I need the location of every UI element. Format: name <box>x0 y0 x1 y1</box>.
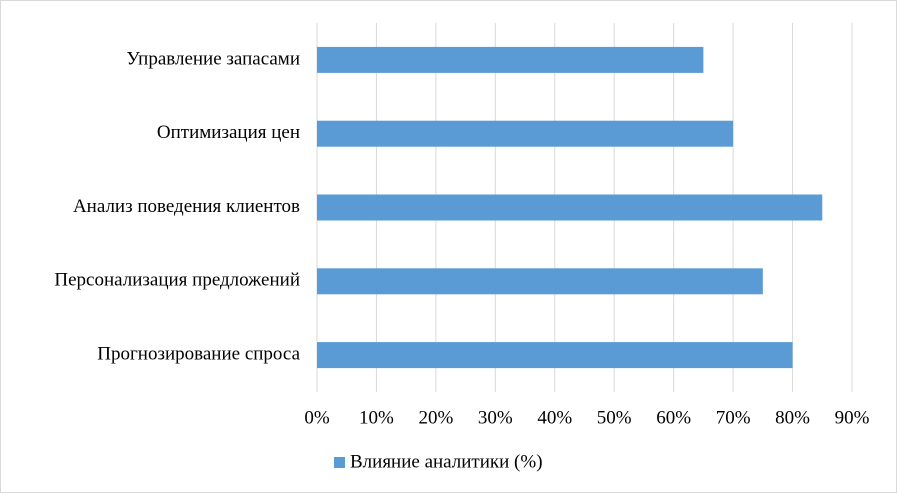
x-tick-label: 20% <box>418 407 453 428</box>
y-tick-label: Прогнозирование спроса <box>97 343 300 364</box>
x-tick-label: 70% <box>716 407 751 428</box>
legend-swatch <box>334 457 345 468</box>
y-tick-label: Персонализация предложений <box>54 270 300 291</box>
x-tick-label: 40% <box>537 407 572 428</box>
x-tick-label: 10% <box>359 407 394 428</box>
x-tick-label: 60% <box>656 407 691 428</box>
x-tick-label: 90% <box>835 407 870 428</box>
bar <box>317 46 704 73</box>
bar <box>317 194 823 221</box>
y-tick-label: Оптимизация цен <box>157 122 300 143</box>
y-tick-label: Анализ поведения клиентов <box>73 196 300 217</box>
x-tick-label: 80% <box>775 407 810 428</box>
bar <box>317 342 793 369</box>
x-tick-label: 0% <box>304 407 330 428</box>
x-tick-label: 30% <box>478 407 513 428</box>
bar <box>317 268 763 295</box>
y-tick-label: Управление запасами <box>126 48 300 69</box>
legend-label: Влияние аналитики (%) <box>350 451 543 472</box>
x-tick-label: 50% <box>597 407 632 428</box>
bar <box>317 120 734 147</box>
